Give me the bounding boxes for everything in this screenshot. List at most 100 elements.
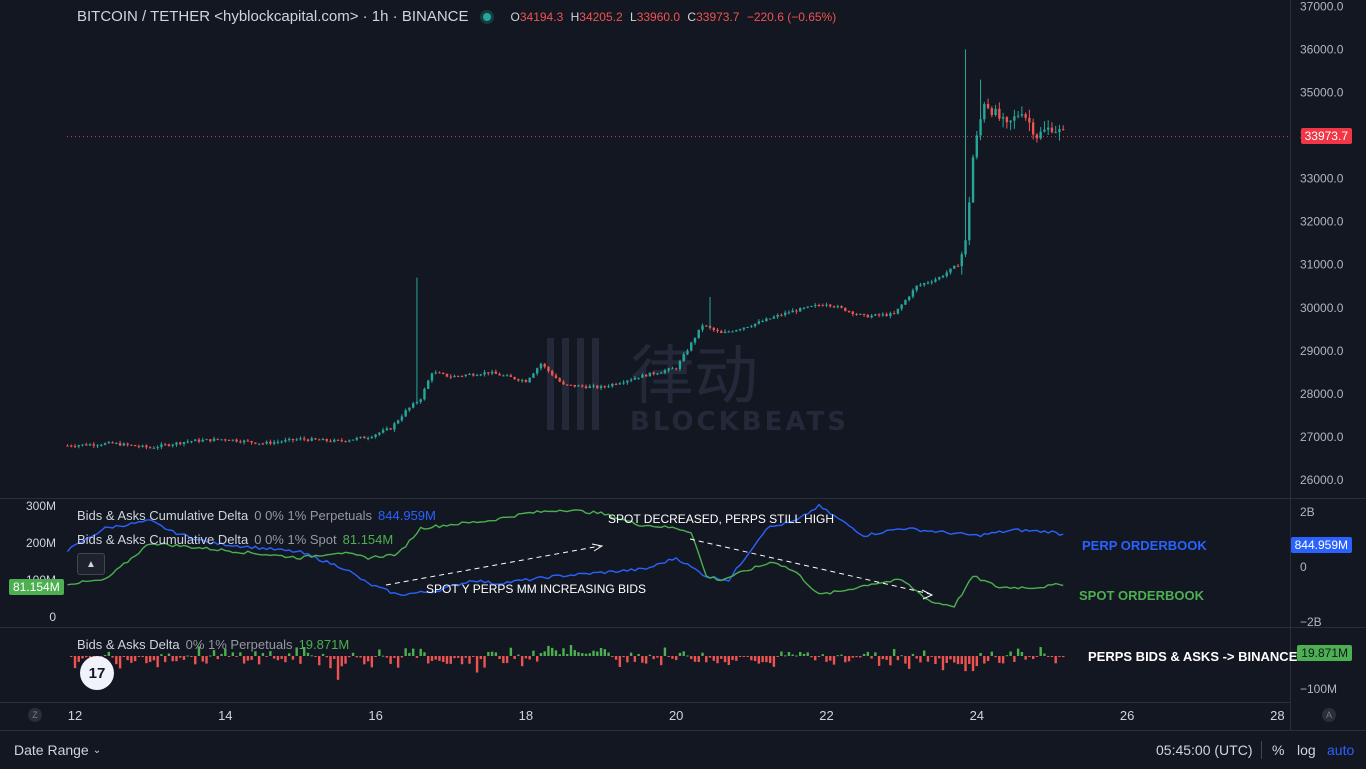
candle-body bbox=[126, 443, 129, 445]
delta-bar bbox=[325, 656, 328, 658]
last-price-tag: 33973.7 bbox=[1300, 128, 1352, 144]
log-scale-toggle[interactable]: log bbox=[1297, 742, 1316, 758]
delta-bar bbox=[160, 654, 163, 656]
price-tick-label: 26000.0 bbox=[1300, 473, 1344, 487]
tradingview-logo-icon[interactable]: 17 bbox=[80, 656, 114, 690]
cum-right-tick: −2B bbox=[1300, 615, 1322, 629]
perp-cum-delta-legend[interactable]: Bids & Asks Cumulative Delta 0 0% 1% Per… bbox=[77, 508, 436, 523]
symbol-title[interactable]: BITCOIN / TETHER <hyblockcapital.com> · … bbox=[77, 8, 469, 25]
collapse-legend-button[interactable]: ▲ bbox=[77, 553, 105, 575]
delta-bar bbox=[179, 656, 182, 658]
candlestick-series bbox=[66, 49, 1065, 450]
candle-body bbox=[656, 373, 659, 375]
auto-scale-toggle[interactable]: auto bbox=[1327, 742, 1355, 758]
candle-body bbox=[475, 375, 479, 377]
candle-body bbox=[333, 439, 336, 442]
delta-bar bbox=[212, 650, 216, 656]
delta-bar bbox=[735, 656, 738, 661]
delta-bar bbox=[291, 656, 295, 660]
candle-body bbox=[637, 377, 640, 379]
candle-body bbox=[118, 443, 122, 446]
delta-bar bbox=[979, 652, 982, 656]
auto-scale-button[interactable]: A bbox=[1322, 708, 1336, 722]
annotation-increasing-bids[interactable]: SPOT Y PERPS MM INCREASING BIDS bbox=[426, 582, 647, 596]
candle-body bbox=[723, 331, 727, 334]
delta-bar bbox=[584, 653, 588, 656]
delta-bar bbox=[318, 656, 321, 666]
open-key: O bbox=[510, 9, 520, 24]
delta-bar bbox=[490, 651, 494, 656]
utc-clock[interactable]: 05:45:00 (UTC) bbox=[1156, 742, 1253, 758]
delta-bar bbox=[434, 656, 437, 660]
delta-bar bbox=[359, 656, 362, 658]
spot-cumulative-delta-line bbox=[67, 509, 1064, 608]
candle-body bbox=[227, 439, 231, 441]
candle-body bbox=[535, 368, 539, 374]
time-tick-label: 14 bbox=[218, 708, 232, 723]
delta-bar bbox=[746, 656, 749, 657]
candle-body bbox=[968, 202, 971, 241]
candle-body bbox=[798, 308, 802, 312]
delta-bar bbox=[919, 656, 922, 663]
candle-body bbox=[569, 384, 573, 386]
delta-bar bbox=[889, 656, 892, 666]
delta-bar bbox=[825, 656, 828, 662]
delta-bar bbox=[637, 653, 640, 656]
label-perp-orderbook[interactable]: PERP ORDERBOOK bbox=[1082, 538, 1207, 553]
delta-legend[interactable]: Bids & Asks Delta 0% 1% Perpetuals 19.87… bbox=[77, 637, 349, 652]
delta-bar bbox=[618, 656, 622, 667]
percent-scale-toggle[interactable]: % bbox=[1272, 742, 1285, 758]
change-value: −220.6 (−0.65%) bbox=[746, 9, 837, 24]
candle-body bbox=[1005, 117, 1009, 123]
label-spot-orderbook[interactable]: SPOT ORDERBOOK bbox=[1079, 588, 1204, 603]
candle-body bbox=[359, 436, 362, 438]
delta-bar bbox=[659, 656, 663, 666]
candle-body bbox=[1062, 129, 1065, 131]
candle-body bbox=[735, 330, 738, 332]
time-axis-zoom-button[interactable]: Z bbox=[28, 708, 42, 722]
candle-body bbox=[599, 386, 603, 389]
annotation-spot-decreased[interactable]: SPOT DECREASED, PERPS STILL HIGH bbox=[608, 512, 835, 526]
price-tick-label: 28000.0 bbox=[1300, 387, 1344, 401]
delta-bar bbox=[404, 648, 407, 656]
delta-bar bbox=[107, 651, 111, 656]
delta-bar bbox=[1039, 647, 1042, 656]
delta-bar bbox=[686, 655, 689, 657]
spot-cum-delta-legend[interactable]: Bids & Asks Cumulative Delta 0 0% 1% Spo… bbox=[77, 532, 393, 547]
candle-body bbox=[442, 372, 445, 374]
delta-bar bbox=[231, 652, 235, 656]
candle-body bbox=[457, 375, 460, 377]
delta-bar bbox=[829, 656, 832, 661]
delta-bar bbox=[130, 656, 133, 663]
candle-body bbox=[381, 430, 385, 433]
delta-bar bbox=[224, 648, 227, 656]
delta-bar bbox=[922, 650, 926, 656]
delta-bar bbox=[460, 656, 464, 665]
delta-bar bbox=[445, 656, 449, 664]
time-axis[interactable]: 12 14 16 18 20 22 24 26 28 bbox=[68, 708, 1285, 723]
candle-body bbox=[348, 440, 351, 442]
delta-bar bbox=[111, 656, 114, 658]
candle-body bbox=[445, 373, 449, 377]
cum-left-tick: 0 bbox=[49, 610, 56, 624]
time-tick-label: 20 bbox=[669, 708, 683, 723]
delta-bar bbox=[693, 656, 697, 662]
date-range-button[interactable]: Date Range ⌄ bbox=[14, 742, 101, 758]
delta-bar bbox=[994, 656, 997, 658]
delta-bar bbox=[85, 656, 88, 658]
candle-body bbox=[145, 445, 148, 448]
label-perps-binance[interactable]: PERPS BIDS & ASKS -> BINANCE bbox=[1088, 649, 1298, 664]
candle-body bbox=[581, 385, 584, 387]
delta-bar bbox=[310, 655, 313, 657]
price-axis[interactable]: 26000.0 27000.0 28000.0 29000.0 30000.0 31000… bbox=[1300, 0, 1344, 487]
delta-bar bbox=[265, 656, 268, 657]
delta-bar bbox=[795, 655, 798, 657]
delta-bar bbox=[855, 656, 858, 658]
candle-body bbox=[284, 439, 287, 442]
delta-bar bbox=[558, 654, 561, 656]
delta-bar bbox=[675, 656, 678, 661]
delta-bar bbox=[340, 656, 343, 667]
symbol-legend[interactable]: BITCOIN / TETHER <hyblockcapital.com> · … bbox=[77, 8, 836, 25]
delta-bar bbox=[543, 651, 546, 656]
low-key: L bbox=[630, 9, 637, 24]
